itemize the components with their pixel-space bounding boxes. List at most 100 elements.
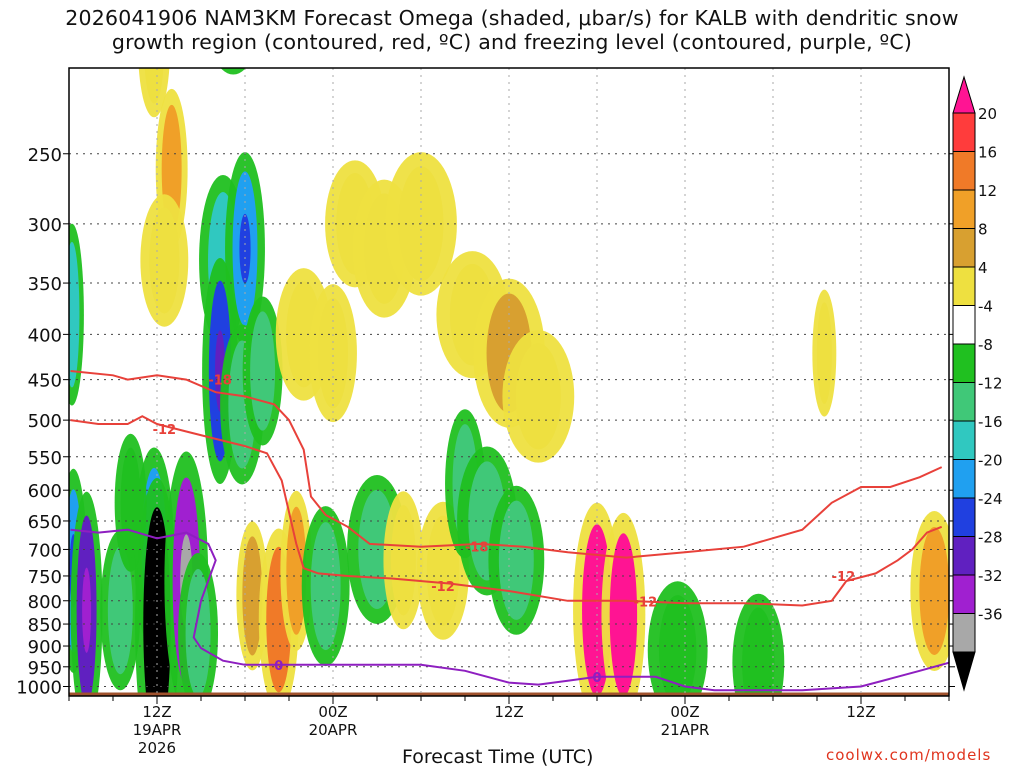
y-tick-label: 250: [28, 145, 62, 166]
colorbar-swatch: [952, 189, 976, 229]
colorbar-swatch: [952, 112, 976, 152]
colorbar-swatch: [952, 266, 976, 306]
x-tick-label: 00Z: [318, 703, 347, 721]
y-tick-label: 450: [28, 371, 62, 392]
contour-0: [70, 528, 949, 692]
contour--18: [70, 370, 943, 559]
x-tick-label: 12Z: [494, 703, 523, 721]
omega-cell-core: [150, 571, 164, 677]
y-axis-ticks: 2503003504004505005506006507007508008509…: [16, 145, 955, 699]
colorbar-swatch: [952, 536, 976, 576]
contour-label: -18: [465, 541, 489, 556]
x-tick-label: 2026: [138, 739, 176, 757]
x-tick-label: 12Z: [142, 703, 171, 721]
colorbar-label: -8: [978, 336, 993, 354]
colorbar-swatch: [952, 420, 976, 460]
omega-cell: [69, 241, 80, 388]
y-tick-label: 750: [28, 567, 62, 588]
contour-label: -12: [634, 596, 658, 611]
colorbar-label: -16: [978, 413, 1003, 431]
contour-label: -12: [832, 570, 856, 585]
colorbar-label: -12: [978, 375, 1003, 393]
colorbar-swatch: [952, 382, 976, 422]
colorbar-top-triangle: [952, 75, 976, 114]
colorbar: 20 16 12 8 4 -4 -8 -12 -16 -20 -24 -28 -32 -36: [952, 75, 1003, 692]
omega-cell: [658, 595, 697, 696]
colorbar-swatch: [952, 305, 976, 345]
omega-cell: [250, 311, 276, 431]
y-tick-label: 350: [28, 274, 62, 295]
x-tick-label: 21APR: [661, 721, 710, 739]
colorbar-label: 8: [978, 221, 988, 239]
colorbar-label: -32: [978, 567, 1003, 585]
omega-cell: [742, 607, 775, 696]
omega-cell: [515, 343, 561, 450]
y-tick-label: 300: [28, 215, 62, 236]
omega-cell: [242, 536, 263, 656]
y-tick-label: 850: [28, 615, 62, 636]
colorbar-label: -24: [978, 490, 1003, 508]
contour-label: 0: [274, 659, 283, 674]
omega-cell: [215, 0, 252, 61]
omega-cell: [390, 505, 416, 616]
omega-cell: [120, 447, 141, 559]
chart-title: 2026041906 NAM3KM Forecast Omega (shaded…: [0, 6, 1024, 54]
y-tick-label: 1000: [16, 678, 62, 699]
y-tick-label: 500: [28, 411, 62, 432]
y-tick-label: 800: [28, 592, 62, 613]
colorbar-label: 20: [978, 105, 997, 123]
x-tick-label: 20APR: [309, 721, 358, 739]
y-tick-label: 650: [28, 512, 62, 533]
contour-label: 0: [592, 671, 601, 686]
x-axis-title: Forecast Time (UTC): [402, 746, 594, 768]
y-tick-label: 400: [28, 325, 62, 346]
colorbar-swatch: [952, 151, 976, 191]
colorbar-label: -36: [978, 606, 1003, 624]
colorbar-label: 16: [978, 144, 997, 162]
colorbar-swatch: [952, 613, 976, 653]
colorbar-label: 12: [978, 182, 997, 200]
contour-label: -12: [153, 423, 177, 438]
chart-title-line-1: 2026041906 NAM3KM Forecast Omega (shaded…: [65, 6, 959, 30]
y-tick-label: 700: [28, 540, 62, 561]
colorbar-label: -28: [978, 529, 1003, 547]
omega-cell: [185, 569, 211, 696]
omega-cell: [816, 302, 832, 404]
colorbar-label: -20: [978, 452, 1003, 470]
omega-cell: [498, 500, 534, 620]
colorbar-swatch: [952, 574, 976, 614]
colorbar-label: 4: [978, 259, 988, 277]
omega-cell-core: [82, 567, 92, 653]
omega-cell: [318, 297, 348, 409]
omega-cell-core: [239, 213, 251, 284]
omega-cell: [107, 546, 133, 675]
omega-cell-halo: [220, 68, 246, 75]
contour--12: [70, 415, 943, 607]
chart-title-line-2: growth region (contoured, red, ºC) and f…: [111, 30, 913, 54]
y-tick-label: 600: [28, 481, 62, 502]
contour-lines: -18 -18 -12 -12 -12 -12 0 0: [70, 370, 949, 692]
omega-cell-core: [590, 571, 604, 649]
colorbar-label: -4: [978, 298, 993, 316]
colorbar-swatch: [952, 228, 976, 268]
ground-strip: [69, 692, 949, 696]
y-tick-label: 550: [28, 448, 62, 469]
y-tick-label: 900: [28, 637, 62, 658]
contour-label: -12: [431, 580, 455, 595]
omega-cell: [919, 527, 949, 656]
omega-cell: [144, 68, 164, 104]
omega-cell: [310, 522, 341, 651]
colorbar-swatch: [952, 459, 976, 499]
colorbar-swatch: [952, 343, 976, 383]
omega-cell: [426, 515, 460, 626]
y-tick-label: 950: [28, 658, 62, 679]
colorbar-swatch: [952, 497, 976, 537]
omega-cell: [286, 506, 307, 635]
credit-link[interactable]: coolwx.com/models: [826, 746, 992, 764]
colorbar-bottom-triangle: [952, 651, 976, 692]
plot-area: [69, 0, 949, 696]
omega-cell-core: [617, 578, 630, 652]
contour-label: -18: [208, 374, 232, 389]
